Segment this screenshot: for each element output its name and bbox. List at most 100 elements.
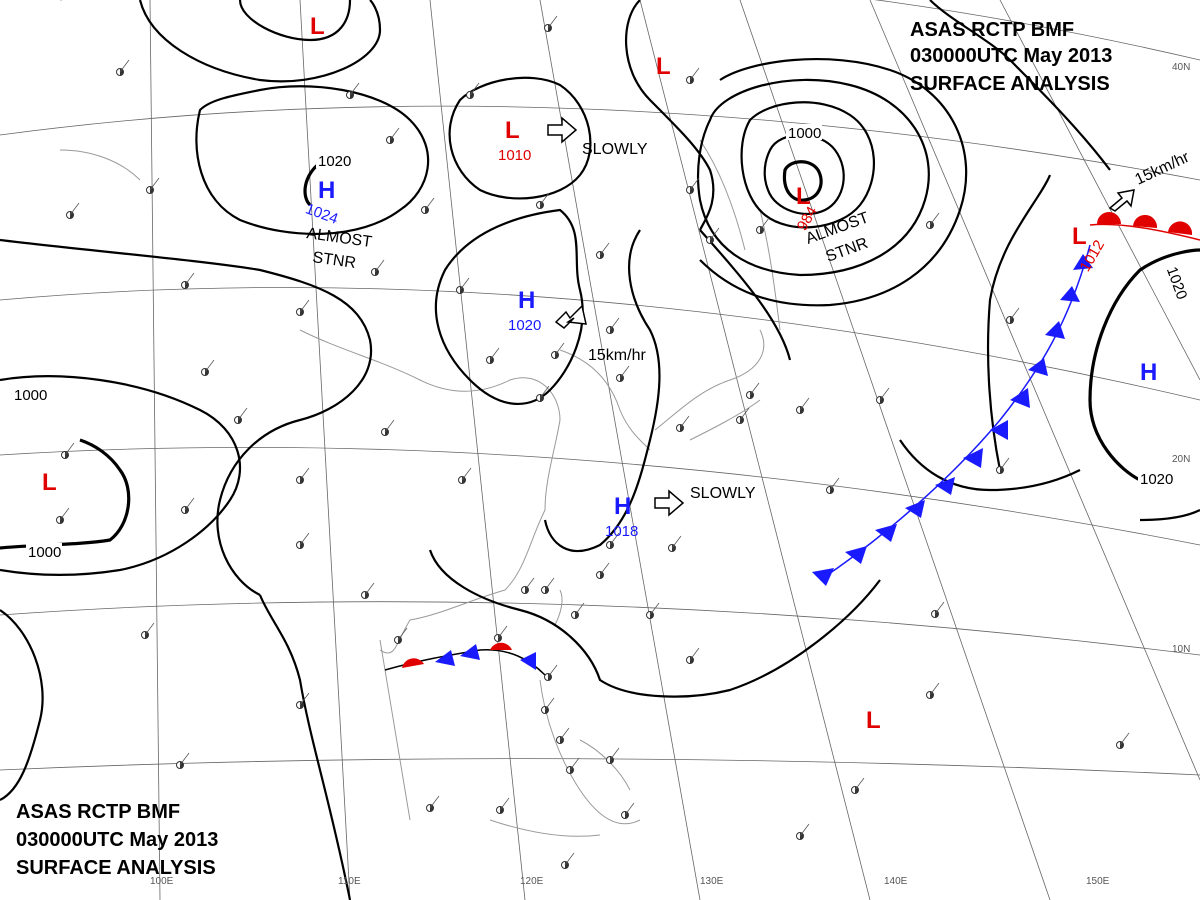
isobar-label: 1020 (1140, 471, 1173, 488)
station-wind-barb (574, 602, 585, 616)
station-wind-barb (299, 532, 310, 546)
station-wind-barb (671, 535, 682, 549)
isobar-label: 1000 (14, 387, 47, 404)
longitude-label: 120E (520, 876, 544, 887)
station-wind-barb (689, 177, 700, 191)
station-wind-barb (609, 747, 620, 761)
station-wind-barb (299, 299, 310, 313)
low-symbol: L (656, 53, 671, 80)
latitude-label: 10N (1172, 644, 1190, 655)
station-wind-barb (547, 15, 558, 29)
low-symbol: L (866, 707, 881, 734)
arrow-icon (654, 489, 685, 517)
station-wind-barb (59, 507, 70, 521)
station-wind-barb (64, 442, 75, 456)
latitude-label: 20N (1172, 454, 1190, 465)
station-wind-barb (679, 415, 690, 429)
cold-front-pacific (812, 244, 1093, 586)
station-wind-barb (544, 577, 555, 591)
station-wind-barb (144, 622, 155, 636)
title-top-line1: ASAS RCTP BMF (910, 19, 1074, 41)
isobar-label: 1020 (1163, 265, 1190, 302)
station-wind-barb (554, 342, 565, 356)
station-wind-barb (619, 365, 630, 379)
pressure-systems: L 1010 L 984 L 1012 H 1024 H 1020 H 1018… (42, 13, 1157, 734)
station-wind-barb (609, 317, 620, 331)
coastlines (59, 139, 781, 837)
longitude-label: 150E (1086, 876, 1110, 887)
title-top: ASAS RCTP BMF 030000UTC May 2013 SURFACE… (910, 19, 1112, 95)
title-bottom-line3: SURFACE ANALYSIS (16, 857, 216, 879)
station-wind-barb (1009, 307, 1020, 321)
low-symbol: L (796, 183, 811, 210)
title-bottom-line2: 030000UTC May 2013 (16, 829, 218, 851)
speed-label: 15km/hr (588, 347, 646, 364)
station-wind-barb (559, 727, 570, 741)
station-wind-barb (374, 259, 385, 273)
high-symbol: H (1140, 359, 1157, 386)
title-top-line2: 030000UTC May 2013 (910, 45, 1112, 67)
station-wind-barb (929, 212, 940, 226)
high-pressure-value: 1018 (605, 523, 638, 540)
high-pressure-value: 1020 (508, 317, 541, 334)
station-wind-barb (349, 82, 360, 96)
station-wind-barb (689, 647, 700, 661)
station-wind-barb (649, 602, 660, 616)
station-wind-barb (237, 407, 248, 421)
low-symbol: L (42, 469, 57, 496)
station-wind-barb (429, 795, 440, 809)
station-wind-barb (539, 385, 550, 399)
station-wind-barb (547, 664, 558, 678)
station-wind-barb (299, 692, 310, 706)
station-wind-barb (184, 497, 195, 511)
station-wind-barb (829, 477, 840, 491)
station-wind-barb (609, 532, 620, 546)
station-wind-barb (424, 197, 435, 211)
isobar-label: 1000 (28, 544, 61, 561)
station-wind-barb (999, 457, 1010, 471)
station-wind-barb (689, 67, 700, 81)
station-wind-barb (539, 192, 550, 206)
station-wind-barb (799, 397, 810, 411)
warm-front-pacific (1089, 212, 1200, 241)
almost-stnr-label: STNR (311, 249, 357, 272)
title-top-line3: SURFACE ANALYSIS (910, 73, 1110, 95)
station-wind-barb (184, 272, 195, 286)
high-pressure-value: 1024 (303, 200, 340, 227)
station-wind-barb (204, 359, 215, 373)
longitude-label: 130E (700, 876, 724, 887)
station-wind-barb (879, 387, 890, 401)
low-symbol: L (310, 13, 325, 40)
almost-stnr-label: ALMOST (305, 225, 373, 251)
station-wind-barb (599, 242, 610, 256)
coordinate-labels: 100E 110E 120E 130E 140E 150E 40N 20N 10… (150, 62, 1190, 887)
longitude-label: 100E (150, 876, 174, 887)
station-wind-barb (461, 467, 472, 481)
station-wind-barb (384, 419, 395, 433)
station-wind-barb (854, 777, 865, 791)
stationary-front-south (384, 642, 546, 676)
station-wind-barb (759, 217, 770, 231)
arrow-icon (547, 116, 578, 144)
station-wind-barb (149, 177, 160, 191)
station-wind-barb (69, 202, 80, 216)
station-wind-barb (179, 752, 190, 766)
station-wind-barb (524, 577, 535, 591)
low-symbol: L (505, 117, 520, 144)
station-plots (56, 15, 1130, 869)
longitude-label: 110E (338, 876, 361, 887)
station-wind-barb (469, 82, 480, 96)
movement-label: SLOWLY (582, 141, 648, 158)
title-bottom: ASAS RCTP BMF 030000UTC May 2013 SURFACE… (16, 801, 218, 879)
station-wind-barb (299, 467, 310, 481)
station-wind-barb (569, 757, 580, 771)
station-wind-barb (497, 625, 508, 639)
station-wind-barb (739, 407, 750, 421)
low-pressure-value: 1010 (498, 147, 531, 164)
station-wind-barb (459, 277, 470, 291)
arrow-icon (1108, 189, 1135, 212)
station-wind-barb (599, 562, 610, 576)
low-symbol: L (1072, 223, 1087, 250)
station-wind-barb (119, 59, 130, 73)
station-wind-barb (934, 601, 945, 615)
